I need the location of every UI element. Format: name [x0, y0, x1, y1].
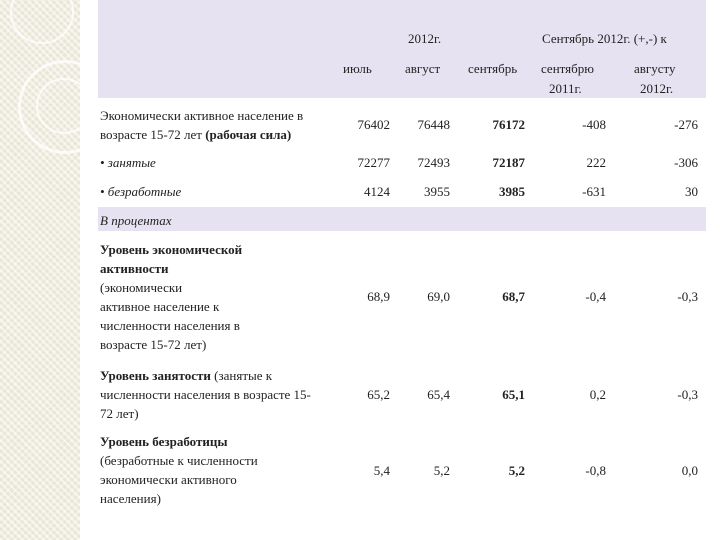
row-label-labor-force-line2: возрасте 15-72 лет (рабочая сила) — [100, 127, 292, 142]
cell-activity-vs-sep: -0,4 — [585, 289, 606, 304]
cell-unemployment-august: 5,2 — [433, 463, 450, 478]
cell-labor-august: 76448 — [417, 117, 451, 132]
cell-labor-vs-aug: -276 — [674, 117, 698, 132]
row-label-employed: • занятые — [100, 155, 156, 170]
section-title-percent: В процентах — [100, 213, 172, 228]
cell-unemployed-august: 3955 — [424, 184, 450, 199]
cell-unemployed-vs-sep: -631 — [582, 184, 606, 199]
cell-unemployed-july: 4124 — [364, 184, 390, 199]
column-header-august: август — [405, 61, 441, 76]
row-label-activity-rate: Уровень экономической — [100, 242, 243, 257]
cell-employment-vs-aug: -0,3 — [677, 387, 698, 402]
column-header-vs-september: сентябрю — [541, 61, 594, 76]
cell-unemployment-vs-aug: 0,0 — [681, 463, 698, 478]
cell-activity-vs-aug: -0,3 — [677, 289, 698, 304]
header-year: 2012г. — [408, 31, 442, 46]
table-header-background — [98, 0, 706, 98]
column-header-vs-august: августу — [634, 61, 676, 76]
row-label-activity-rate-line2: активности — [100, 261, 169, 276]
cell-employed-september: 72187 — [492, 155, 526, 170]
row-label-employment-rate: Уровень занятости (занятые к — [100, 368, 273, 383]
cell-unemployed-september: 3985 — [499, 184, 525, 199]
cell-employed-august: 72493 — [417, 155, 451, 170]
cell-activity-august: 69,0 — [427, 289, 450, 304]
row-label-unemployment-rate: Уровень безработицы — [100, 434, 228, 449]
column-header-september: сентябрь — [468, 61, 518, 76]
row-label-employment-rate-line2: численности населения в возрасте 15- — [100, 387, 311, 402]
cell-unemployment-july: 5,4 — [373, 463, 390, 478]
row-label-unemployment-rate-line4: населения) — [100, 491, 161, 506]
decorative-side-stripe — [0, 0, 112, 540]
column-header-july: июль — [343, 61, 372, 76]
cell-labor-vs-sep: -408 — [582, 117, 606, 132]
cell-employment-september: 65,1 — [502, 387, 525, 402]
section-band-background — [98, 207, 706, 231]
decorative-ring — [18, 60, 112, 154]
decorative-ring — [10, 0, 74, 44]
cell-employment-vs-sep: 0,2 — [589, 387, 606, 402]
row-label-activity-rate-line3: (экономически — [100, 280, 183, 295]
cell-employed-vs-sep: 222 — [586, 155, 607, 170]
row-label-employment-rate-line3: 72 лет) — [100, 406, 139, 421]
cell-employment-august: 65,4 — [427, 387, 450, 402]
row-label-labor-force: Экономически активное население в — [100, 108, 304, 123]
cell-employed-july: 72277 — [357, 155, 391, 170]
cell-unemployed-vs-aug: 30 — [685, 184, 698, 199]
row-label-unemployment-rate-line2: (безработные к численности — [100, 453, 258, 468]
row-label-activity-rate-line5: численности населения в — [100, 318, 240, 333]
cell-labor-july: 76402 — [357, 117, 391, 132]
column-header-vs-august-year: 2012г. — [640, 81, 674, 96]
row-label-activity-rate-line4: активное население к — [100, 299, 220, 314]
decorative-ring — [36, 78, 92, 134]
cell-employment-july: 65,2 — [367, 387, 390, 402]
cell-activity-july: 68,9 — [367, 289, 390, 304]
cell-unemployment-september: 5,2 — [508, 463, 525, 478]
header-change-title: Сентябрь 2012г. (+,-) к — [542, 31, 667, 46]
cell-activity-september: 68,7 — [502, 289, 525, 304]
row-label-activity-rate-line6: возрасте 15-72 лет) — [100, 337, 207, 352]
cell-unemployment-vs-sep: -0,8 — [585, 463, 606, 478]
row-label-unemployed: • безработные — [100, 184, 182, 199]
column-header-vs-september-year: 2011г. — [549, 81, 582, 96]
cell-labor-september: 76172 — [492, 117, 526, 132]
cell-employed-vs-aug: -306 — [674, 155, 698, 170]
row-label-unemployment-rate-line3: экономически активного — [100, 472, 237, 487]
